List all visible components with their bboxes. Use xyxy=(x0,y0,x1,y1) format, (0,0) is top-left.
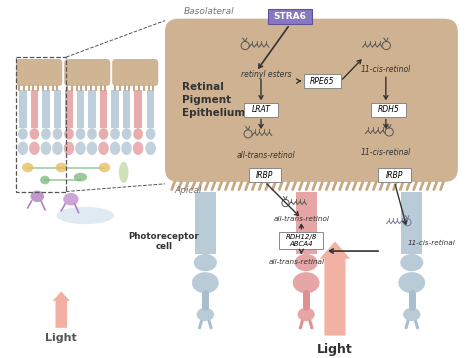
Bar xyxy=(244,103,278,117)
Bar xyxy=(401,192,422,254)
Bar xyxy=(123,90,130,128)
Bar xyxy=(147,90,155,128)
Text: all-trans-retinol: all-trans-retinol xyxy=(237,151,295,160)
Ellipse shape xyxy=(133,128,143,140)
Text: Light: Light xyxy=(46,333,77,343)
Text: STRA6: STRA6 xyxy=(273,12,306,21)
Ellipse shape xyxy=(398,272,425,293)
Ellipse shape xyxy=(75,141,86,155)
Bar xyxy=(296,192,317,254)
FancyArrow shape xyxy=(53,291,70,328)
Ellipse shape xyxy=(74,173,87,182)
Bar xyxy=(54,90,61,128)
Ellipse shape xyxy=(22,163,34,172)
Ellipse shape xyxy=(18,141,28,155)
Text: RDH12/8
ABCA4: RDH12/8 ABCA4 xyxy=(286,234,317,247)
Ellipse shape xyxy=(146,141,156,155)
Text: 11-cis-retinol: 11-cis-retinol xyxy=(361,65,411,74)
Text: Photoreceptor
cell: Photoreceptor cell xyxy=(128,232,200,251)
Ellipse shape xyxy=(194,254,217,271)
Ellipse shape xyxy=(87,141,97,155)
Bar xyxy=(268,9,312,24)
Ellipse shape xyxy=(146,128,155,140)
Ellipse shape xyxy=(87,128,97,140)
Ellipse shape xyxy=(293,272,319,293)
FancyBboxPatch shape xyxy=(64,59,110,86)
Ellipse shape xyxy=(41,128,51,140)
Bar xyxy=(88,90,96,128)
Text: 11-cis-retinal: 11-cis-retinal xyxy=(408,240,456,246)
Bar xyxy=(372,103,406,117)
Ellipse shape xyxy=(63,193,79,205)
Ellipse shape xyxy=(56,207,114,224)
Text: Basolateral: Basolateral xyxy=(184,7,235,16)
Ellipse shape xyxy=(119,162,128,183)
Ellipse shape xyxy=(400,254,423,271)
Text: IRBP: IRBP xyxy=(386,171,403,180)
Ellipse shape xyxy=(64,128,74,140)
Ellipse shape xyxy=(64,141,74,155)
Ellipse shape xyxy=(298,308,315,321)
Bar xyxy=(134,90,142,128)
Ellipse shape xyxy=(41,141,51,155)
Bar xyxy=(111,90,119,128)
Bar xyxy=(248,169,281,182)
Ellipse shape xyxy=(55,163,67,172)
Bar xyxy=(378,169,411,182)
Ellipse shape xyxy=(295,254,318,271)
Ellipse shape xyxy=(29,141,40,155)
Bar xyxy=(19,90,27,128)
FancyBboxPatch shape xyxy=(112,59,158,86)
Text: all-trans-retinol: all-trans-retinol xyxy=(273,217,329,222)
Ellipse shape xyxy=(30,190,44,202)
Ellipse shape xyxy=(18,128,27,140)
Ellipse shape xyxy=(76,128,85,140)
Text: all-trans-retinal: all-trans-retinal xyxy=(269,259,325,265)
Ellipse shape xyxy=(110,128,120,140)
Bar xyxy=(304,74,341,88)
Text: LRAT: LRAT xyxy=(252,105,271,115)
Text: Apical: Apical xyxy=(174,186,202,195)
Text: 11-cis-retinal: 11-cis-retinal xyxy=(361,148,411,157)
Ellipse shape xyxy=(192,272,219,293)
Ellipse shape xyxy=(99,128,109,140)
Text: Retinal
Pigment
Epithelium: Retinal Pigment Epithelium xyxy=(182,82,246,118)
Bar xyxy=(195,192,216,254)
Bar xyxy=(100,90,108,128)
Bar xyxy=(30,90,38,128)
Text: IRBP: IRBP xyxy=(256,171,273,180)
FancyBboxPatch shape xyxy=(165,19,458,182)
Ellipse shape xyxy=(122,128,131,140)
Bar xyxy=(42,90,50,128)
Ellipse shape xyxy=(40,176,50,184)
FancyBboxPatch shape xyxy=(16,59,62,86)
Bar xyxy=(279,232,323,249)
Text: retinyl esters: retinyl esters xyxy=(241,69,291,78)
Ellipse shape xyxy=(197,308,214,321)
Ellipse shape xyxy=(99,163,110,172)
Ellipse shape xyxy=(133,141,144,155)
Ellipse shape xyxy=(110,141,120,155)
Ellipse shape xyxy=(121,141,132,155)
Bar xyxy=(65,90,73,128)
Text: RPE65: RPE65 xyxy=(310,77,335,86)
Bar xyxy=(77,90,84,128)
Ellipse shape xyxy=(98,141,109,155)
Text: RDH5: RDH5 xyxy=(378,105,400,115)
Text: Light: Light xyxy=(317,343,353,356)
FancyArrow shape xyxy=(319,241,350,335)
Ellipse shape xyxy=(29,128,39,140)
Ellipse shape xyxy=(53,128,62,140)
Ellipse shape xyxy=(403,308,420,321)
Ellipse shape xyxy=(52,141,63,155)
Bar xyxy=(16,57,66,192)
